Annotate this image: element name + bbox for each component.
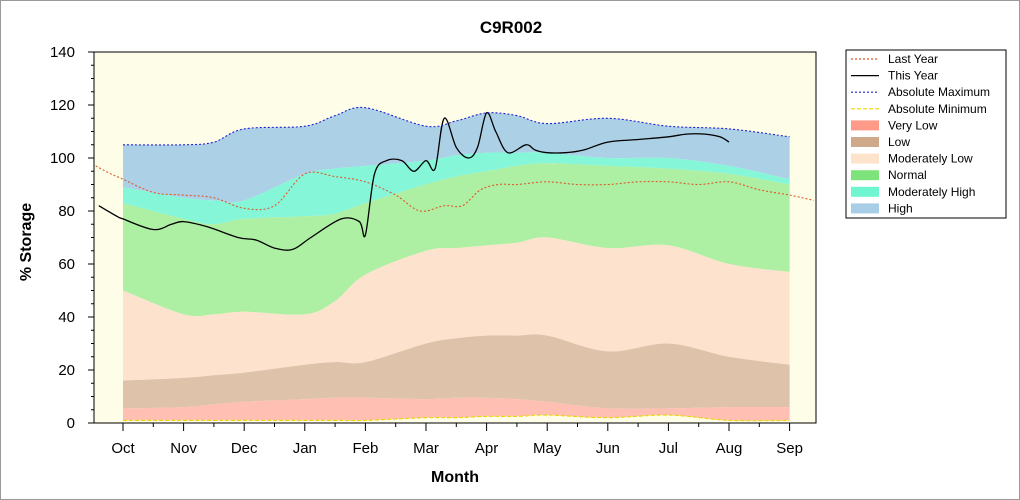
y-tick-label: 40 — [58, 309, 75, 326]
x-axis-title: Month — [431, 469, 479, 486]
band-very-low — [123, 397, 790, 421]
x-tick-label: Feb — [352, 440, 378, 457]
x-tick-label: Nov — [170, 440, 197, 457]
y-tick-label: 60 — [58, 256, 75, 273]
legend-swatch-high — [851, 203, 879, 214]
legend-swatch-very-low — [851, 120, 879, 131]
y-tick-label: 120 — [50, 97, 75, 114]
legend-label-moderately-low: Moderately Low — [888, 152, 973, 166]
band-moderately-high — [123, 152, 790, 225]
y-tick-label: 100 — [50, 150, 75, 167]
x-tick-label: May — [533, 440, 562, 457]
legend-label-high: High — [888, 201, 913, 215]
legend-label-absolute-maximum: Absolute Maximum — [888, 85, 990, 99]
legend-swatch-moderately-high — [851, 186, 879, 197]
x-tick-label: Jun — [596, 440, 620, 457]
x-tick-label: Aug — [716, 440, 743, 457]
band-high — [123, 107, 790, 203]
x-tick-label: Oct — [111, 440, 135, 457]
legend-swatch-moderately-low — [851, 153, 879, 164]
band-normal — [123, 163, 790, 317]
axes: 0 20 40 60 80 100 120 140 Oct Nov Dec Jan Feb Mar Apr M… — [50, 44, 817, 457]
x-tick-label: Sep — [776, 440, 803, 457]
y-tick-label: 20 — [58, 362, 75, 379]
x-tick-label: Jul — [659, 440, 678, 457]
y-tick-label: 80 — [58, 203, 75, 220]
x-tick-label: Apr — [475, 440, 498, 457]
legend-swatch-normal — [851, 170, 879, 181]
y-tick-label: 140 — [50, 44, 75, 61]
x-tick-label: Mar — [413, 440, 439, 457]
chart-title: C9R002 — [480, 18, 542, 37]
legend-label-normal: Normal — [888, 168, 927, 182]
band-moderately-low — [123, 237, 790, 381]
legend-label-low: Low — [888, 135, 910, 149]
band-low — [123, 334, 790, 409]
legend-label-this-year: This Year — [888, 69, 938, 83]
series-this-year — [98, 112, 730, 251]
plot-area — [94, 52, 816, 423]
y-tick-label: 0 — [67, 415, 75, 432]
series-last-year — [95, 165, 814, 212]
legend-label-very-low: Very Low — [888, 118, 938, 132]
legend-swatch-low — [851, 137, 879, 147]
legend-label-absolute-minimum: Absolute Minimum — [888, 102, 987, 116]
legend: Last Year This Year Absolute Maximum Absolu… — [845, 49, 1007, 219]
x-tick-label: Jan — [293, 440, 317, 457]
y-axis-title: % Storage — [18, 203, 35, 281]
legend-label-last-year: Last Year — [888, 52, 938, 66]
legend-label-moderately-high: Moderately High — [888, 185, 975, 199]
x-tick-label: Dec — [231, 440, 258, 457]
series-absolute-minimum — [122, 414, 790, 422]
